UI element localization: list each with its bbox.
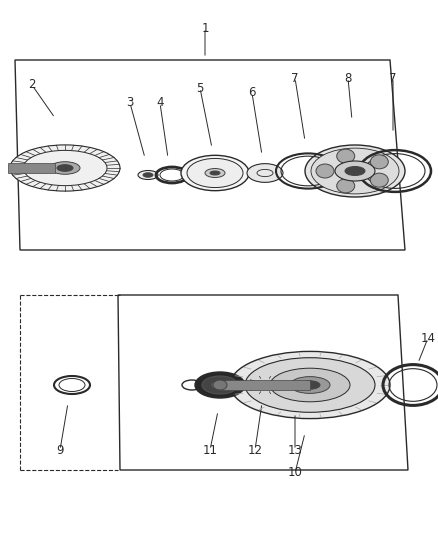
Ellipse shape <box>23 150 107 185</box>
Ellipse shape <box>345 166 365 175</box>
Text: 1: 1 <box>201 21 209 35</box>
Text: 13: 13 <box>288 443 302 456</box>
Text: 12: 12 <box>247 443 262 456</box>
Ellipse shape <box>181 155 249 191</box>
Text: 2: 2 <box>28 78 36 92</box>
Bar <box>220 380 310 390</box>
Text: 7: 7 <box>291 71 299 85</box>
Ellipse shape <box>212 382 228 389</box>
Ellipse shape <box>300 381 320 389</box>
Ellipse shape <box>10 145 120 191</box>
Ellipse shape <box>270 368 350 402</box>
Text: 6: 6 <box>248 86 256 100</box>
Text: 10: 10 <box>288 466 302 480</box>
Ellipse shape <box>337 179 355 193</box>
Ellipse shape <box>50 161 80 174</box>
Ellipse shape <box>316 164 334 178</box>
Ellipse shape <box>202 376 238 394</box>
Ellipse shape <box>205 168 225 177</box>
Ellipse shape <box>370 155 388 169</box>
Ellipse shape <box>210 171 220 175</box>
Text: 3: 3 <box>126 96 134 109</box>
Ellipse shape <box>57 165 73 172</box>
Text: 7: 7 <box>389 71 397 85</box>
Ellipse shape <box>245 358 375 413</box>
Text: 5: 5 <box>196 82 204 94</box>
Text: 11: 11 <box>202 443 218 456</box>
Ellipse shape <box>305 145 405 197</box>
Bar <box>8 163 55 173</box>
Ellipse shape <box>311 148 399 194</box>
Ellipse shape <box>187 158 243 188</box>
Ellipse shape <box>337 149 355 163</box>
Ellipse shape <box>138 171 158 180</box>
Ellipse shape <box>143 173 153 177</box>
Text: 9: 9 <box>56 443 64 456</box>
Ellipse shape <box>335 161 375 181</box>
Ellipse shape <box>290 377 330 393</box>
Text: 8: 8 <box>344 71 352 85</box>
Text: 4: 4 <box>156 96 164 109</box>
Text: 14: 14 <box>420 332 435 344</box>
Ellipse shape <box>213 380 227 390</box>
Ellipse shape <box>247 164 283 182</box>
Ellipse shape <box>195 372 245 398</box>
Ellipse shape <box>230 351 390 418</box>
Ellipse shape <box>370 173 388 187</box>
Ellipse shape <box>251 378 279 392</box>
